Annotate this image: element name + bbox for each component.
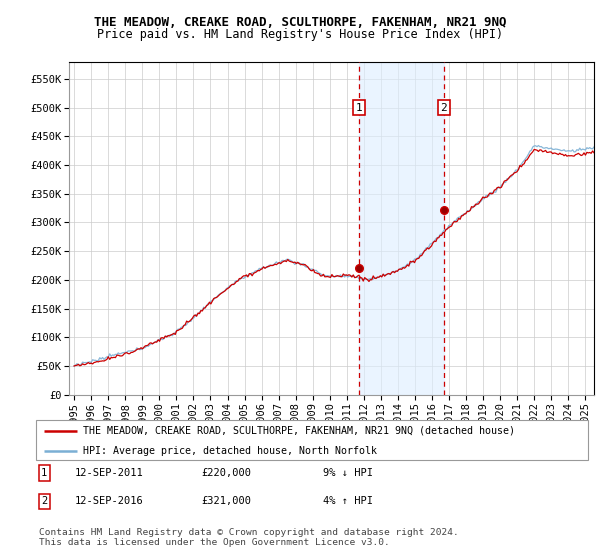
Text: 2: 2 <box>440 102 448 113</box>
Text: THE MEADOW, CREAKE ROAD, SCULTHORPE, FAKENHAM, NR21 9NQ: THE MEADOW, CREAKE ROAD, SCULTHORPE, FAK… <box>94 16 506 29</box>
Text: £321,000: £321,000 <box>202 496 251 506</box>
Text: £220,000: £220,000 <box>202 468 251 478</box>
Text: 12-SEP-2011: 12-SEP-2011 <box>74 468 143 478</box>
Text: Price paid vs. HM Land Registry's House Price Index (HPI): Price paid vs. HM Land Registry's House … <box>97 28 503 41</box>
Text: 1: 1 <box>355 102 362 113</box>
Bar <box>359 62 444 395</box>
Text: HPI: Average price, detached house, North Norfolk: HPI: Average price, detached house, Nort… <box>83 446 377 456</box>
Text: 1: 1 <box>41 468 47 478</box>
Text: THE MEADOW, CREAKE ROAD, SCULTHORPE, FAKENHAM, NR21 9NQ (detached house): THE MEADOW, CREAKE ROAD, SCULTHORPE, FAK… <box>83 426 515 436</box>
Text: 12-SEP-2016: 12-SEP-2016 <box>74 496 143 506</box>
Text: 9% ↓ HPI: 9% ↓ HPI <box>323 468 373 478</box>
Text: Contains HM Land Registry data © Crown copyright and database right 2024.
This d: Contains HM Land Registry data © Crown c… <box>39 528 459 547</box>
Text: 2: 2 <box>41 496 47 506</box>
Text: 4% ↑ HPI: 4% ↑ HPI <box>323 496 373 506</box>
